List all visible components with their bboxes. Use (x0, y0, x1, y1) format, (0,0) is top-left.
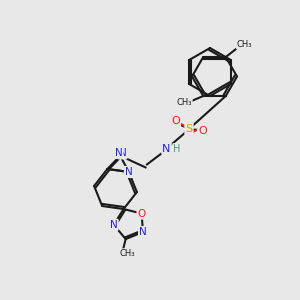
Text: N: N (118, 148, 126, 158)
Text: CH₃: CH₃ (176, 98, 192, 107)
Text: H: H (173, 144, 181, 154)
Text: O: O (137, 208, 146, 218)
Text: N: N (162, 143, 171, 154)
Text: S: S (185, 124, 193, 134)
Text: N: N (110, 220, 118, 230)
Text: CH₃: CH₃ (237, 40, 252, 49)
Text: O: O (171, 116, 180, 127)
Text: CH₃: CH₃ (120, 249, 135, 258)
Text: O: O (198, 125, 207, 136)
Text: N: N (125, 167, 133, 177)
Text: N: N (139, 227, 147, 237)
Text: N: N (115, 148, 122, 158)
